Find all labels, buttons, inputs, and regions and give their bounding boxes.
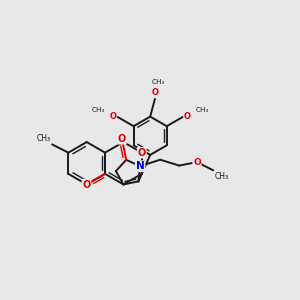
Text: CH₃: CH₃ xyxy=(215,172,229,181)
Text: O: O xyxy=(193,158,201,166)
Text: CH₃: CH₃ xyxy=(92,107,105,113)
Text: O: O xyxy=(184,112,191,121)
Text: CH₃: CH₃ xyxy=(195,107,209,113)
Text: O: O xyxy=(118,134,126,144)
Text: O: O xyxy=(152,88,159,97)
Text: CH₃: CH₃ xyxy=(37,134,51,142)
Text: N: N xyxy=(136,161,145,171)
Text: CH₃: CH₃ xyxy=(152,79,165,85)
Text: O: O xyxy=(138,148,146,158)
Text: O: O xyxy=(82,180,91,190)
Text: O: O xyxy=(109,112,116,121)
